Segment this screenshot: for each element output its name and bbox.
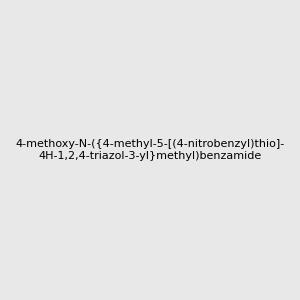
- Text: 4-methoxy-N-({4-methyl-5-[(4-nitrobenzyl)thio]-
4H-1,2,4-triazol-3-yl}methyl)ben: 4-methoxy-N-({4-methyl-5-[(4-nitrobenzyl…: [15, 139, 285, 161]
